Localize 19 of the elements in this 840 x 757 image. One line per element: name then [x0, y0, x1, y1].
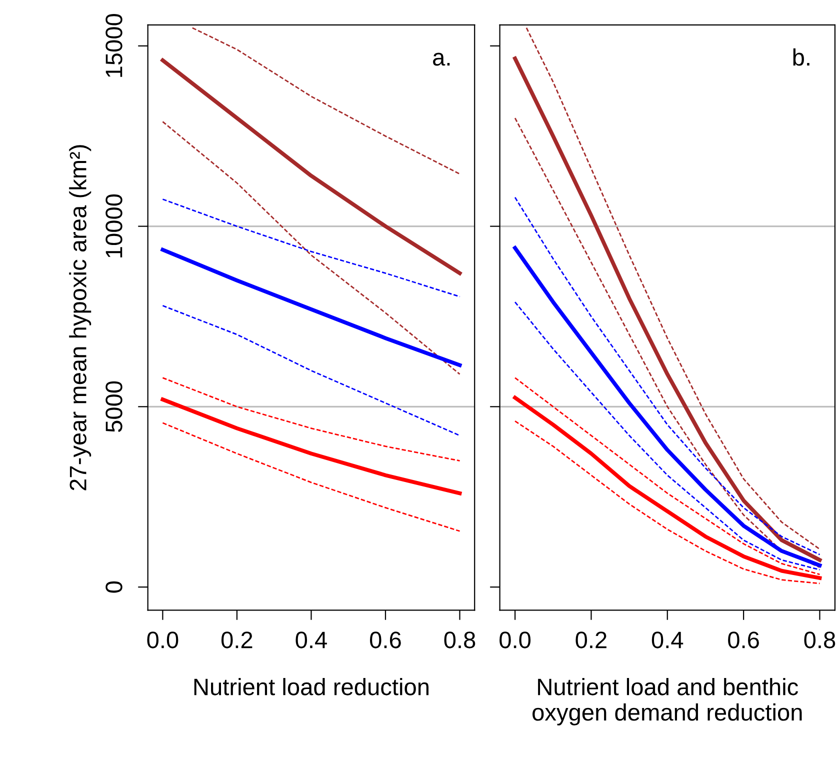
y-axis-title: 27-year mean hypoxic area (km²): [69, 145, 92, 490]
x-tick-label: 0.4: [652, 632, 684, 648]
y-tick-label: 0: [106, 581, 122, 593]
x-tick-label: 0.0: [500, 632, 531, 648]
x-tick-label: 0.6: [728, 632, 759, 648]
x-tick-label: 0.8: [804, 632, 836, 648]
x-tick-label: 0.6: [370, 632, 401, 648]
y-tick-label: 10000: [106, 194, 122, 258]
y-tick-label: 5000: [106, 381, 122, 432]
x-tick-label: 0.8: [444, 632, 476, 648]
x-axis-title: Nutrient load reduction: [194, 678, 428, 696]
x-tick-label: 0.2: [576, 632, 606, 648]
x-tick-label: 0.4: [296, 632, 327, 648]
annotation: b.: [793, 48, 810, 66]
y-tick-label: 15000: [106, 14, 122, 77]
annotation: a.: [433, 52, 450, 66]
x-axis-title: Nutrient load and benthic oxygen demand reduction: [532, 678, 802, 726]
x-tick-label: 0.2: [221, 632, 252, 648]
x-tick-label: 0.0: [147, 632, 178, 648]
